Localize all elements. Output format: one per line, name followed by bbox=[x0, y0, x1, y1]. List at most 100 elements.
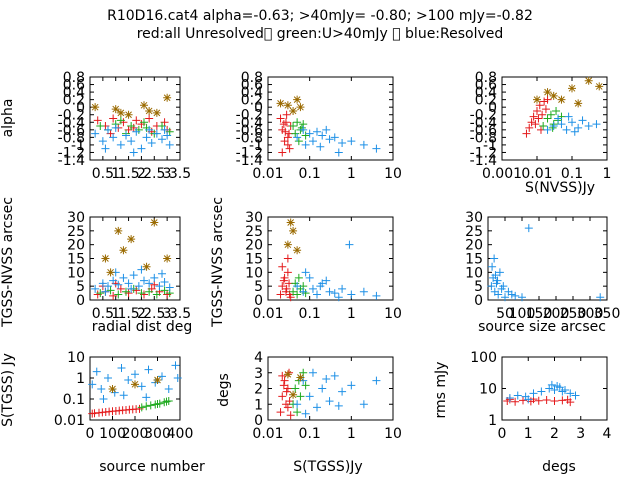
p13-xtick-label: 0.1 bbox=[561, 166, 583, 182]
p13-point-blue bbox=[562, 125, 571, 134]
p11-point-blue bbox=[98, 137, 107, 146]
p22-point-red bbox=[283, 254, 292, 263]
p33-point-blue bbox=[571, 391, 580, 400]
p31-point-blue bbox=[88, 380, 97, 389]
p32-ytick-label: 2 bbox=[254, 382, 263, 398]
p12-point-blue bbox=[293, 133, 302, 142]
p21-point-blue bbox=[140, 276, 148, 285]
p22-point-green bbox=[294, 273, 303, 282]
p31-point-green bbox=[162, 397, 171, 406]
p21-point-green bbox=[152, 290, 161, 299]
p13-point-blue bbox=[549, 122, 558, 131]
p11-ytick-label: 0.4 bbox=[63, 85, 85, 101]
p22-point-blue bbox=[316, 282, 325, 291]
p13-ytick-label: -0.4 bbox=[470, 115, 497, 131]
p22-point-blue bbox=[325, 287, 334, 296]
p13-point-red bbox=[538, 110, 547, 119]
p11-point-olive bbox=[145, 106, 154, 115]
p23-point-blue bbox=[507, 290, 516, 299]
p21-point-blue bbox=[98, 279, 107, 288]
p21-point-red bbox=[109, 291, 118, 300]
p31-point-green bbox=[137, 403, 146, 412]
p22-point-blue bbox=[322, 276, 331, 285]
p12-point-blue bbox=[359, 140, 368, 149]
p13-point-blue bbox=[557, 120, 566, 129]
p12-point-olive bbox=[289, 106, 298, 115]
p11-point-red bbox=[93, 116, 102, 125]
p21-ytick-label: 30 bbox=[67, 210, 85, 226]
p31-point-blue bbox=[171, 361, 180, 370]
p13-point-blue bbox=[578, 116, 587, 125]
p31-point-blue bbox=[164, 384, 173, 393]
p22-point-red bbox=[283, 268, 292, 277]
p33-point-red bbox=[542, 396, 551, 405]
p12-xtick-label: 0.1 bbox=[299, 166, 321, 182]
p32-point-olive bbox=[289, 390, 298, 399]
p13-point-red bbox=[525, 123, 534, 132]
p11-ytick-label: -1 bbox=[71, 138, 85, 154]
p12-frame bbox=[267, 76, 394, 161]
p23-point-blue bbox=[493, 276, 502, 285]
p13-point-red bbox=[543, 95, 552, 104]
p12-point-red bbox=[285, 144, 294, 153]
p33-point-red bbox=[563, 395, 572, 404]
p31-point-green bbox=[164, 397, 173, 406]
p33-point-red bbox=[511, 397, 520, 406]
p21-point-blue bbox=[158, 269, 166, 278]
p12-ytick-label: -1 bbox=[249, 138, 263, 154]
p13-point-red bbox=[533, 106, 541, 115]
p22-ylabel: TGSS-NVSS arcsec bbox=[210, 197, 226, 328]
p11-point-blue bbox=[101, 144, 110, 153]
p22-xtick-label: 0.01 bbox=[252, 306, 283, 322]
p21-point-blue bbox=[91, 284, 100, 293]
p11-xtick-label: 0.5 bbox=[92, 166, 114, 182]
p23-point-blue bbox=[488, 262, 497, 271]
p21-ytick-label: 0 bbox=[76, 293, 85, 309]
p11-point-blue bbox=[111, 123, 120, 132]
p32-ylabel: degs bbox=[216, 373, 232, 407]
p32-point-green bbox=[293, 408, 302, 417]
p21-point-green bbox=[106, 286, 115, 295]
p11-ytick-label: -1.4 bbox=[58, 153, 85, 169]
p32-point-red bbox=[283, 403, 292, 412]
p23-point-blue bbox=[501, 293, 509, 302]
p22-point-red bbox=[278, 262, 287, 271]
p11-point-green bbox=[96, 122, 105, 131]
p12-point-blue bbox=[316, 142, 325, 151]
p31-xtick-label: 100 bbox=[99, 426, 126, 442]
p32-point-blue bbox=[338, 387, 347, 396]
p31-point-blue bbox=[142, 393, 151, 402]
p23-point-blue bbox=[494, 290, 503, 299]
p12-point-blue bbox=[330, 133, 339, 142]
p32-xtick-label: 0.1 bbox=[299, 426, 321, 442]
p31-xtick-label: 200 bbox=[122, 426, 149, 442]
p12-point-green bbox=[291, 129, 300, 138]
p32-point-blue bbox=[305, 392, 314, 401]
p11-ylabel: alpha bbox=[0, 99, 16, 138]
p12-point-red bbox=[276, 114, 285, 123]
p21-point-green bbox=[160, 286, 169, 295]
p31-point-blue bbox=[173, 374, 182, 382]
p13-point-olive bbox=[533, 95, 541, 104]
p33-ytick-label: 1 bbox=[488, 413, 497, 429]
p12-point-red bbox=[280, 137, 289, 146]
p12-point-red bbox=[283, 140, 292, 149]
p13-point-olive bbox=[568, 84, 576, 93]
p12-ytick-label: 0.4 bbox=[241, 85, 263, 101]
p21-point-blue bbox=[165, 283, 174, 292]
p22-point-blue bbox=[299, 287, 308, 296]
p12-ytick-label: 0 bbox=[254, 100, 263, 116]
p32-point-blue bbox=[347, 381, 356, 390]
p23-xtick-label: 100 bbox=[509, 306, 536, 322]
p31-point-red bbox=[118, 406, 127, 415]
p12-point-blue bbox=[318, 131, 327, 140]
p21-xlabel: radial dist deg bbox=[92, 319, 192, 335]
p13-ytick-label: 0.2 bbox=[475, 93, 497, 109]
p11-xtick-label: 1.5 bbox=[117, 166, 139, 182]
p32-point-blue bbox=[325, 397, 334, 406]
p11-xtick-label: 1 bbox=[111, 166, 120, 182]
p22-point-blue bbox=[293, 282, 302, 291]
figure-title-line-2: red:all Unresolved  green:U>40mJy   blue… bbox=[136, 26, 504, 42]
p21-point-olive bbox=[127, 235, 136, 244]
p31-point-olive bbox=[108, 384, 117, 393]
